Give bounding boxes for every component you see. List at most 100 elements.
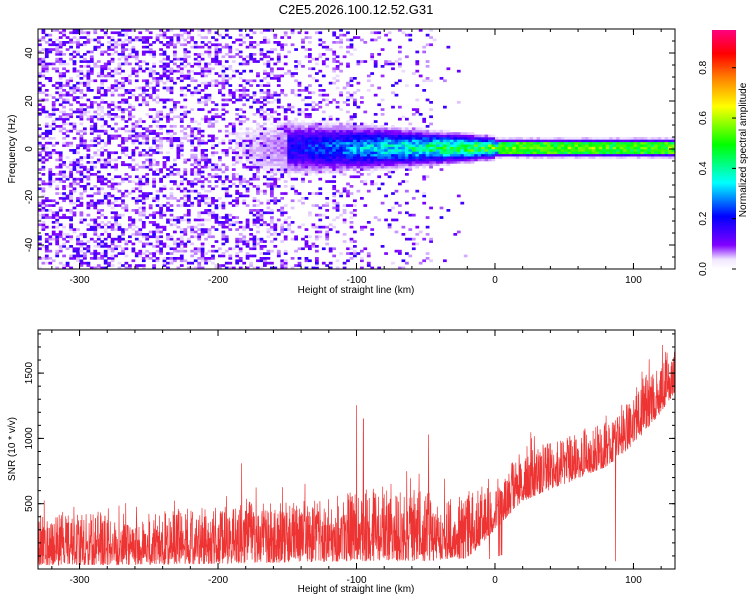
heatmap-cell	[169, 139, 174, 143]
heatmap-cell	[308, 122, 312, 126]
heatmap-cell	[411, 149, 416, 152]
heatmap-cell	[55, 125, 60, 128]
heatmap-cell	[245, 141, 250, 145]
heatmap-cell	[405, 132, 409, 135]
heatmap-cell	[353, 204, 357, 207]
heatmap-cell	[121, 29, 125, 32]
heatmap-cell	[270, 187, 274, 191]
heatmap-cell	[263, 53, 267, 56]
heatmap-cell	[193, 57, 198, 61]
heatmap-cell	[405, 261, 409, 265]
heatmap-cell	[263, 141, 267, 145]
heatmap-cell	[176, 67, 181, 71]
heatmap-cell	[173, 105, 177, 109]
heatmap-cell	[179, 36, 184, 39]
heatmap-cell	[148, 192, 153, 195]
heatmap-cell	[401, 266, 406, 269]
heatmap-cell	[339, 194, 343, 198]
heatmap-cell	[256, 108, 260, 111]
heatmap-cell	[72, 213, 77, 217]
heatmap-cell	[346, 247, 350, 251]
heatmap-cell	[65, 177, 70, 181]
heatmap-cell	[280, 45, 285, 49]
heatmap-cell	[124, 29, 129, 32]
heatmap-cell	[211, 153, 215, 157]
heatmap-cell	[86, 86, 91, 90]
heatmap-cell	[86, 213, 91, 217]
heatmap-cell	[114, 218, 118, 222]
heatmap-cell	[501, 153, 506, 157]
heatmap-cell	[65, 144, 70, 147]
heatmap-cell	[96, 170, 101, 174]
heatmap-cell	[148, 93, 153, 97]
heatmap-cell	[152, 86, 156, 90]
heatmap-cell	[141, 60, 146, 63]
heatmap-cell	[460, 153, 465, 157]
heatmap-cell	[294, 120, 298, 123]
heatmap-cell	[398, 62, 402, 66]
heatmap-cell	[280, 261, 285, 265]
heatmap-cell	[128, 223, 132, 227]
heatmap-cell	[162, 228, 167, 231]
heatmap-cell	[107, 173, 111, 176]
heatmap-cell	[252, 153, 257, 157]
heatmap-cell	[152, 149, 156, 152]
heatmap-cell	[166, 55, 170, 59]
heatmap-cell	[48, 216, 53, 219]
heatmap-cell	[169, 235, 174, 239]
heatmap-cell	[398, 79, 402, 83]
heatmap-cell	[321, 163, 326, 167]
heatmap-cell	[266, 158, 271, 162]
heatmap-cell	[252, 235, 257, 239]
heatmap-cell	[529, 151, 534, 155]
heatmap-cell	[41, 165, 46, 169]
heatmap-cell	[200, 233, 205, 236]
heatmap-cell	[259, 163, 264, 167]
heatmap-cell	[283, 218, 288, 222]
heatmap-cell	[373, 151, 378, 155]
heatmap-cell	[117, 105, 122, 109]
heatmap-cell	[432, 146, 437, 150]
heatmap-cell	[141, 141, 146, 145]
heatmap-cell	[550, 137, 555, 140]
heatmap-cell	[495, 156, 499, 159]
heatmap-cell	[384, 141, 388, 145]
heatmap-cell	[283, 185, 288, 188]
heatmap-cell	[221, 72, 226, 75]
heatmap-cell	[114, 168, 118, 171]
heatmap-cell	[200, 218, 205, 222]
heatmap-cell	[332, 168, 337, 171]
heatmap-cell	[155, 139, 160, 143]
heatmap-cell	[141, 175, 146, 179]
heatmap-cell	[179, 204, 184, 207]
heatmap-cell	[436, 129, 440, 133]
heatmap-cell	[204, 96, 208, 99]
heatmap-cell	[439, 141, 444, 145]
heatmap-cell	[245, 89, 250, 92]
heatmap-cell	[58, 209, 63, 212]
heatmap-cell	[83, 127, 87, 131]
heatmap-cell	[546, 139, 551, 143]
heatmap-cell	[93, 249, 98, 253]
heatmap-cell	[124, 206, 129, 210]
heatmap-cell	[304, 125, 309, 128]
heatmap-cell	[224, 266, 229, 269]
heatmap-cell	[252, 113, 257, 116]
heatmap-cell	[249, 141, 253, 145]
heatmap-cell	[107, 48, 111, 51]
heatmap-cell	[117, 235, 122, 239]
heatmap-cell	[107, 153, 111, 157]
heatmap-cell	[72, 168, 77, 171]
heatmap-cell	[318, 93, 323, 97]
heatmap-cell	[96, 38, 101, 42]
heatmap-cell	[173, 55, 177, 59]
heatmap-cell	[128, 89, 132, 92]
heatmap-cell	[200, 153, 205, 157]
heatmap-cell	[51, 127, 56, 131]
heatmap-cell	[207, 233, 212, 236]
heatmap-cell	[318, 156, 323, 159]
heatmap-cell	[256, 165, 260, 169]
heatmap-cell	[221, 149, 226, 152]
heatmap-cell	[200, 252, 205, 255]
heatmap-cell	[270, 115, 274, 119]
